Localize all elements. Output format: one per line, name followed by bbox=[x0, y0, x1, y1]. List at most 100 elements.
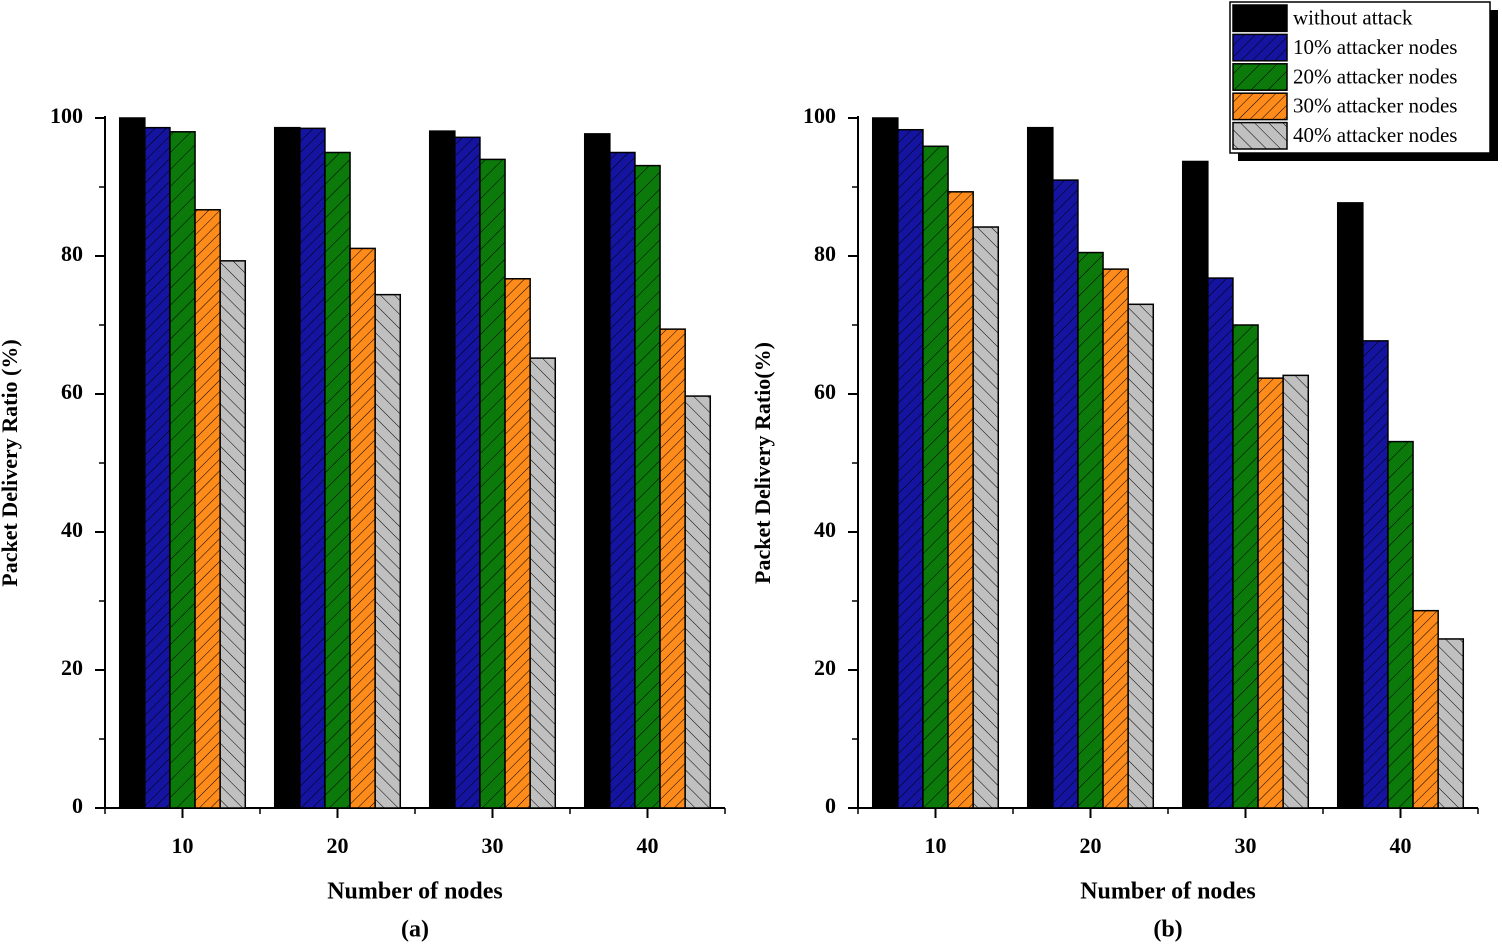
bar bbox=[1026, 126, 1054, 809]
bar-group bbox=[684, 395, 712, 809]
bar-hatch bbox=[375, 294, 401, 808]
bar-group bbox=[1127, 303, 1155, 809]
legend-label: 10% attacker nodes bbox=[1293, 35, 1457, 59]
bar-group bbox=[428, 130, 456, 809]
caption: (b) bbox=[1153, 917, 1182, 943]
bar-hatch bbox=[922, 146, 949, 809]
caption: (a) bbox=[401, 917, 429, 943]
legend-hatch bbox=[1233, 34, 1287, 61]
bar-hatch bbox=[973, 227, 999, 808]
bar-hatch bbox=[897, 129, 923, 809]
bar-group bbox=[1437, 638, 1465, 809]
bar-group bbox=[1077, 251, 1104, 809]
bar-group bbox=[118, 117, 146, 809]
bar-group bbox=[1412, 609, 1439, 809]
y-tick-label: 80 bbox=[814, 241, 836, 266]
bar-group bbox=[324, 151, 351, 809]
y-tick-label: 0 bbox=[72, 793, 83, 818]
bar-hatch bbox=[1232, 325, 1259, 808]
x-tick-label: 40 bbox=[637, 833, 659, 858]
bar-group bbox=[1207, 277, 1234, 809]
bar-hatch bbox=[1413, 610, 1439, 808]
bar-group bbox=[583, 133, 611, 809]
bar-group bbox=[897, 128, 924, 809]
legend-label: 40% attacker nodes bbox=[1293, 123, 1457, 147]
bar bbox=[1181, 160, 1209, 809]
bar-group bbox=[947, 191, 974, 809]
bar-hatch bbox=[948, 191, 974, 808]
bar-hatch bbox=[454, 137, 480, 808]
bar-hatch bbox=[1438, 638, 1464, 808]
bar-hatch bbox=[169, 131, 196, 809]
y-tick-label: 20 bbox=[61, 655, 83, 680]
y-tick-label: 100 bbox=[803, 103, 836, 128]
bar-hatch bbox=[660, 329, 686, 808]
bar-group bbox=[1282, 374, 1310, 809]
bar-hatch bbox=[1052, 180, 1078, 809]
legend-label: 20% attacker nodes bbox=[1293, 64, 1457, 88]
legend-label: 30% attacker nodes bbox=[1293, 94, 1457, 118]
legend-label: without attack bbox=[1293, 6, 1413, 30]
bar-group bbox=[144, 126, 171, 809]
bar-hatch bbox=[1128, 304, 1154, 808]
bar-hatch bbox=[1283, 375, 1309, 808]
bar-group bbox=[529, 357, 557, 809]
bar-group bbox=[1257, 377, 1284, 809]
bar-group bbox=[922, 145, 949, 809]
bar-hatch bbox=[479, 159, 506, 808]
bar-hatch bbox=[220, 260, 246, 809]
bar-group bbox=[169, 131, 196, 809]
legend-swatch bbox=[1232, 4, 1288, 33]
bar-group bbox=[374, 293, 402, 809]
x-tick-label: 20 bbox=[327, 833, 349, 858]
bar-group bbox=[504, 278, 531, 809]
bar bbox=[583, 133, 611, 809]
bar-group bbox=[1336, 202, 1364, 809]
bar-group bbox=[1232, 324, 1259, 809]
bar-hatch bbox=[350, 248, 376, 808]
x-axis-label: Number of nodes bbox=[1080, 879, 1256, 905]
bar-group bbox=[1052, 179, 1079, 809]
bar-hatch bbox=[1103, 269, 1129, 808]
bar-group bbox=[972, 226, 1000, 809]
bar-hatch bbox=[1077, 252, 1104, 809]
bar-group bbox=[871, 117, 899, 809]
bar-group bbox=[219, 260, 247, 809]
bar bbox=[1336, 202, 1364, 809]
y-axis-label: Packet Delivery Ratio (%) bbox=[0, 339, 22, 586]
legend-hatch bbox=[1233, 122, 1287, 149]
bar-hatch bbox=[685, 396, 711, 808]
y-tick-label: 0 bbox=[825, 793, 836, 818]
bar-hatch bbox=[530, 358, 556, 808]
y-tick-label: 40 bbox=[814, 517, 836, 542]
bar bbox=[428, 130, 456, 809]
x-tick-label: 30 bbox=[482, 833, 504, 858]
bar-hatch bbox=[609, 152, 635, 808]
bar-group bbox=[659, 328, 686, 809]
x-tick-label: 10 bbox=[172, 833, 194, 858]
bar-group bbox=[479, 158, 506, 809]
bar-hatch bbox=[299, 128, 325, 809]
x-tick-label: 40 bbox=[1390, 833, 1412, 858]
x-tick-label: 10 bbox=[925, 833, 947, 858]
bar-group bbox=[1102, 268, 1129, 809]
y-tick-label: 40 bbox=[61, 517, 83, 542]
bar-group bbox=[1387, 440, 1414, 809]
x-axis-label: Number of nodes bbox=[327, 879, 503, 905]
bar-group bbox=[194, 209, 221, 809]
y-tick-label: 60 bbox=[61, 379, 83, 404]
bar-hatch bbox=[505, 278, 531, 808]
bar-group bbox=[454, 136, 481, 809]
bar-hatch bbox=[1258, 378, 1284, 808]
y-tick-label: 20 bbox=[814, 655, 836, 680]
bar-hatch bbox=[195, 209, 221, 808]
bar-hatch bbox=[1207, 278, 1233, 809]
bar-group bbox=[349, 247, 376, 809]
bar-hatch bbox=[324, 152, 351, 808]
y-tick-label: 60 bbox=[814, 379, 836, 404]
legend-hatch bbox=[1233, 63, 1287, 91]
bar-group bbox=[609, 151, 636, 809]
bar-hatch bbox=[144, 127, 170, 808]
